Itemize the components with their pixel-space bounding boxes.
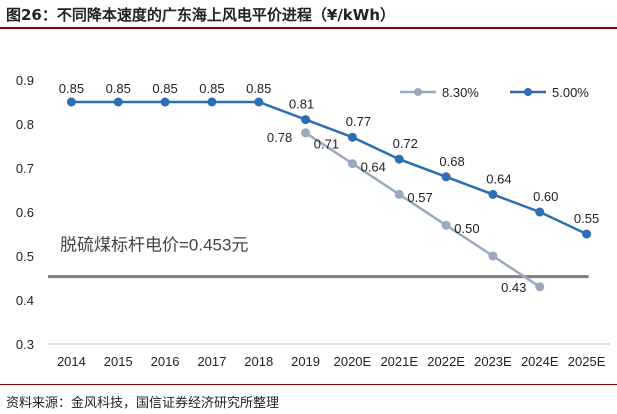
y-tick-label: 0.7 <box>16 161 34 176</box>
data-label: 0.68 <box>439 154 464 169</box>
x-tick-label: 2022E <box>427 354 465 369</box>
data-point <box>160 97 170 107</box>
data-label: 0.85 <box>59 81 84 96</box>
data-point <box>441 220 451 230</box>
data-label: 0.64 <box>361 159 386 174</box>
data-label: 0.43 <box>501 280 526 295</box>
data-label: 0.81 <box>289 97 314 112</box>
data-point <box>113 97 123 107</box>
legend-swatch-marker <box>524 88 532 96</box>
data-point <box>347 132 357 142</box>
data-point <box>582 229 592 239</box>
x-tick-label: 2023E <box>474 354 512 369</box>
x-tick-label: 2016 <box>151 354 180 369</box>
x-tick-label: 2025E <box>568 354 606 369</box>
data-point <box>488 189 498 199</box>
y-tick-label: 0.6 <box>16 205 34 220</box>
x-tick-label: 2019 <box>291 354 320 369</box>
title-divider <box>0 27 617 29</box>
data-label: 0.77 <box>346 114 371 129</box>
source-divider <box>0 384 617 385</box>
data-label: 0.85 <box>152 81 177 96</box>
x-tick-label: 2024E <box>521 354 559 369</box>
data-label: 0.85 <box>199 81 224 96</box>
y-tick-label: 0.5 <box>16 249 34 264</box>
data-point <box>535 282 545 292</box>
data-point <box>347 159 357 169</box>
data-label: 0.55 <box>574 211 599 226</box>
y-tick-label: 0.8 <box>16 117 34 132</box>
legend-swatch-marker <box>414 88 422 96</box>
series-line-1 <box>304 131 541 288</box>
reference-line-label: 脱硫煤标杆电价=0.453元 <box>60 236 248 255</box>
legend-label: 5.00% <box>552 85 589 100</box>
data-point <box>394 189 404 199</box>
data-point <box>301 128 311 138</box>
data-label: 0.78 <box>267 130 292 145</box>
data-label: 0.85 <box>106 81 131 96</box>
data-point <box>301 115 311 125</box>
data-point <box>394 154 404 164</box>
data-label: 0.50 <box>454 221 479 236</box>
data-label: 0.72 <box>393 136 418 151</box>
source-note: 资料来源：金风科技，国信证券经济研究所整理 <box>6 396 280 411</box>
x-tick-label: 2015 <box>104 354 133 369</box>
series-line-2 <box>71 100 588 236</box>
data-label: 0.64 <box>486 171 511 186</box>
page-title: 图26：不同降本速度的广东海上风电平价进程（¥/kWh） <box>6 6 395 24</box>
y-tick-label: 0.3 <box>16 337 34 352</box>
y-tick-label: 0.9 <box>16 73 34 88</box>
y-tick-label: 0.4 <box>16 293 34 308</box>
data-point <box>207 97 217 107</box>
x-tick-label: 2017 <box>197 354 226 369</box>
data-point <box>488 251 498 261</box>
x-tick-label: 2021E <box>380 354 418 369</box>
legend-label: 8.30% <box>442 85 479 100</box>
x-tick-label: 2020E <box>334 354 372 369</box>
data-point <box>66 97 76 107</box>
data-label: 0.60 <box>533 189 558 204</box>
data-label: 0.57 <box>407 190 432 205</box>
line-chart: 0.3 0.4 0.5 0.6 0.7 0.8 0.9 2014 2015 2016 2017 201… <box>16 73 610 369</box>
data-label: 0.71 <box>314 137 339 152</box>
data-point <box>535 207 545 217</box>
x-tick-label: 2014 <box>57 354 86 369</box>
title-bar: 图26：不同降本速度的广东海上风电平价进程（¥/kWh） <box>0 0 617 29</box>
data-label: 0.85 <box>246 81 271 96</box>
data-point <box>441 172 451 182</box>
x-tick-label: 2018 <box>244 354 273 369</box>
data-point <box>254 97 264 107</box>
